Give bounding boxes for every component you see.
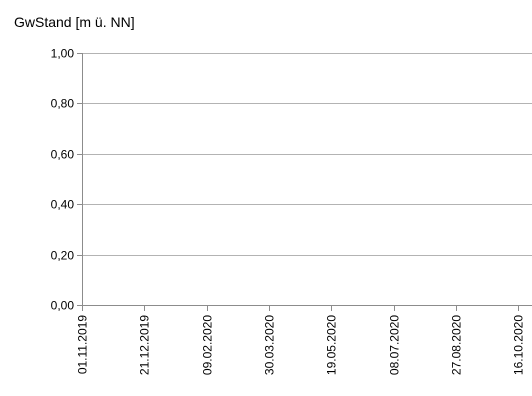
y-tick-label: 0,40: [51, 198, 75, 212]
x-tick-label: 30.03.2020: [263, 315, 277, 375]
y-tick-labels: 0,00 0,20 0,40 0,60 0,80 1,00: [51, 47, 75, 313]
y-tick-label: 0,20: [51, 249, 75, 263]
y-axis-title: GwStand [m ü. NN]: [14, 14, 135, 30]
y-tick-label: 1,00: [51, 47, 75, 61]
x-tick-label: 09.02.2020: [201, 315, 215, 375]
gridlines: [82, 53, 532, 256]
y-tick-label: 0,80: [51, 97, 75, 111]
x-tick-label: 16.10.2020: [512, 315, 526, 375]
x-tick-label: 01.11.2019: [76, 315, 90, 374]
x-tick-labels: 01.11.2019 21.12.2019 09.02.2020 30.03.2020…: [76, 315, 526, 375]
y-tick-label: 0,60: [51, 148, 75, 162]
x-tick-label: 08.07.2020: [388, 315, 402, 375]
y-tick-label: 0,00: [51, 299, 75, 313]
axes: [77, 53, 532, 311]
x-tick-label: 21.12.2019: [138, 315, 152, 375]
x-tick-label: 27.08.2020: [450, 315, 464, 375]
x-tick-label: 19.05.2020: [325, 315, 339, 375]
